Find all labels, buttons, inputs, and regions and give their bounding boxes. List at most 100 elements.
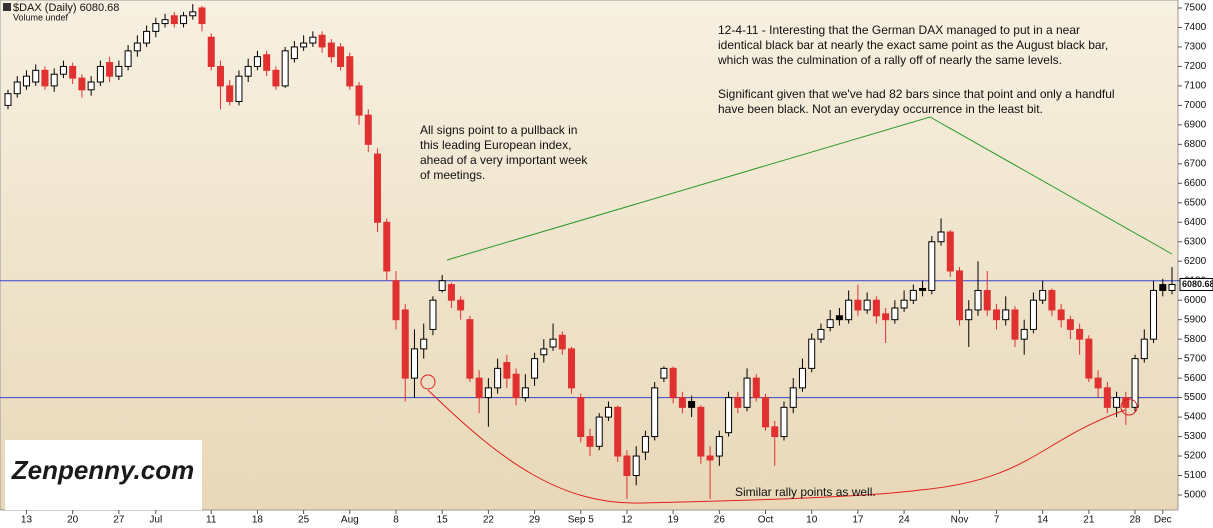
annotation: which was the culmination of a rally off… <box>717 53 1062 67</box>
y-tick-label: 6600 <box>1184 178 1207 189</box>
y-tick-label: 6800 <box>1184 139 1207 150</box>
logo-box <box>5 440 202 510</box>
candle-body <box>355 85 363 116</box>
candle-body <box>4 93 12 106</box>
candle-body <box>207 36 215 67</box>
chart-title: $DAX (Daily) 6080.68 <box>13 2 119 14</box>
x-tick-label: 28 <box>1129 515 1141 526</box>
candle-body <box>1140 338 1148 360</box>
candle-body <box>143 30 151 44</box>
candle-body <box>152 23 160 32</box>
annotation: All signs point to a pullback in <box>420 123 577 137</box>
rally-circle <box>1120 398 1138 416</box>
y-tick-label: 7100 <box>1184 81 1207 92</box>
candle-body <box>318 34 326 48</box>
candle-body <box>1085 338 1093 379</box>
candle-body <box>494 367 502 389</box>
candle-body <box>1094 377 1102 389</box>
candle-body <box>327 42 335 58</box>
annotation: ahead of a very important week <box>420 153 588 167</box>
x-tick-label: 18 <box>252 515 264 526</box>
candle-body <box>1048 289 1056 311</box>
candle-body <box>641 436 649 453</box>
x-tick-label: 7 <box>994 515 1000 526</box>
candle-body <box>623 455 631 477</box>
candle-body <box>660 367 668 379</box>
candle-body <box>540 348 548 356</box>
x-tick-label: Nov <box>951 515 969 526</box>
candle-body <box>891 307 899 321</box>
x-tick-label: 15 <box>437 515 449 526</box>
y-tick-label: 7200 <box>1184 61 1207 72</box>
candle-body <box>300 42 308 48</box>
candle-body <box>752 377 760 399</box>
candle-body <box>226 85 234 102</box>
candle-body <box>725 397 733 434</box>
annotation: of meetings. <box>420 168 485 182</box>
candle-body <box>863 299 871 311</box>
candle-body <box>235 75 243 102</box>
candle-body <box>965 309 973 321</box>
candle-body <box>808 338 816 369</box>
candle-body <box>281 50 289 87</box>
candle-body <box>669 367 677 399</box>
y-tick-label: 7300 <box>1184 42 1207 53</box>
x-tick-label: Jul <box>149 515 162 526</box>
trend-line <box>446 116 1173 261</box>
candle-body <box>346 56 354 87</box>
candle-body <box>1168 283 1176 291</box>
x-tick-label: 14 <box>1037 515 1049 526</box>
candle-body <box>771 426 779 438</box>
x-tick-label: 19 <box>668 515 680 526</box>
candle-body <box>909 289 917 301</box>
candle-body <box>13 81 21 95</box>
candle-body <box>1131 358 1139 408</box>
candle-body <box>826 319 834 328</box>
x-tick-label: 22 <box>483 515 495 526</box>
logo: Zenpenny.com <box>11 455 195 485</box>
x-tick-label: Oct <box>758 515 774 526</box>
candle-body <box>32 69 40 83</box>
candle-body <box>374 153 382 223</box>
y-tick-label: 5900 <box>1184 314 1207 325</box>
candle-body <box>780 406 788 438</box>
candle-body <box>337 46 345 67</box>
x-tick-label: 8 <box>393 515 399 526</box>
candle-body <box>1150 289 1158 340</box>
y-tick-label: 5300 <box>1184 431 1207 442</box>
x-tick-label: 26 <box>714 515 726 526</box>
candle-body <box>1103 387 1111 408</box>
candle-body <box>457 299 465 311</box>
candle-body <box>290 46 298 60</box>
candle-body <box>512 373 520 399</box>
candle-body <box>1066 319 1074 330</box>
y-tick-label: 6400 <box>1184 217 1207 228</box>
y-tick-label: 5500 <box>1184 392 1207 403</box>
candle-body <box>161 19 169 25</box>
y-tick-label: 7500 <box>1184 3 1207 14</box>
legend-icon <box>3 3 11 11</box>
candle-body <box>789 387 797 408</box>
candle-body <box>59 65 67 75</box>
candle-body <box>170 15 178 25</box>
y-tick-label: 6500 <box>1184 197 1207 208</box>
candle-body <box>992 309 1000 321</box>
candle-body <box>180 15 188 25</box>
candle-body <box>632 455 640 477</box>
candle-body <box>124 50 132 67</box>
candle-body <box>475 377 483 399</box>
candle-body <box>1020 328 1028 340</box>
candle-body <box>586 436 594 447</box>
x-tick-label: 11 <box>206 515 217 526</box>
x-tick-label: Aug <box>341 515 359 526</box>
candle-body <box>272 69 280 87</box>
annotation: have been black. Not an everyday occurre… <box>718 102 1043 116</box>
candle-body <box>549 338 557 348</box>
y-tick-label: 5200 <box>1184 451 1207 462</box>
candle-body <box>69 65 77 79</box>
y-tick-label: 5400 <box>1184 412 1207 423</box>
y-tick-label: 6300 <box>1184 236 1207 247</box>
candle-body <box>22 75 30 87</box>
candle-body <box>198 7 206 25</box>
